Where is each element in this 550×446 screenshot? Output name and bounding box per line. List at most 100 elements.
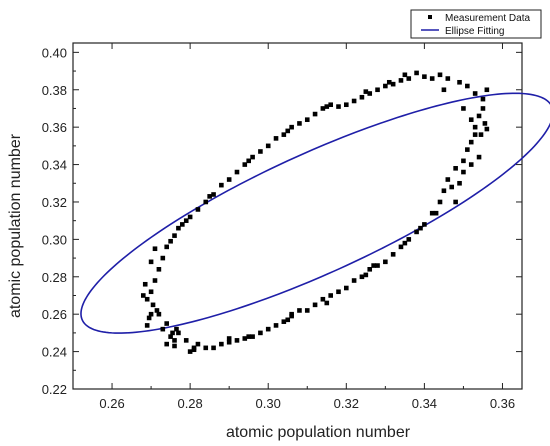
data-points-layer (140, 70, 490, 354)
data-point (174, 326, 179, 332)
data-point (273, 136, 279, 141)
data-point (154, 308, 160, 313)
y-tick-label: 0.28 (42, 270, 67, 285)
data-point (289, 311, 294, 317)
data-point (183, 338, 189, 343)
data-point (170, 330, 175, 336)
data-point (297, 308, 302, 313)
legend-marker-square (428, 15, 432, 19)
data-point (285, 128, 291, 134)
data-point (461, 169, 466, 175)
data-point (146, 315, 152, 321)
data-point (441, 87, 447, 93)
data-point (359, 94, 365, 100)
data-point (482, 121, 488, 126)
data-point (160, 255, 166, 261)
data-point (433, 210, 439, 216)
data-point (414, 70, 419, 76)
data-point (367, 267, 373, 272)
data-point (437, 72, 443, 78)
data-point (150, 302, 156, 308)
data-point (480, 106, 486, 111)
data-point (418, 225, 423, 231)
data-point (324, 300, 330, 306)
data-point (250, 154, 255, 160)
data-point (320, 106, 326, 111)
data-point (148, 259, 154, 265)
y-tick-label: 0.34 (42, 158, 67, 173)
data-point (476, 113, 482, 119)
data-point (484, 87, 490, 93)
data-point (429, 210, 435, 216)
data-point (156, 267, 162, 272)
data-point (140, 293, 146, 298)
data-point (156, 311, 162, 317)
data-point (203, 345, 209, 351)
data-point (457, 180, 462, 186)
x-axis-title: atomic population number (226, 424, 411, 441)
data-point (414, 229, 419, 235)
data-point (478, 132, 484, 137)
data-point (422, 222, 427, 227)
data-point (226, 177, 232, 182)
data-point (449, 184, 455, 190)
data-point (207, 194, 212, 199)
data-point (468, 117, 474, 122)
data-point (195, 207, 201, 212)
data-point (304, 117, 310, 122)
data-point (285, 317, 291, 323)
y-tick-label: 0.40 (42, 45, 67, 60)
data-point (187, 349, 193, 354)
data-point (148, 311, 154, 317)
data-point (180, 222, 185, 227)
data-point (351, 98, 357, 104)
data-point (457, 79, 462, 85)
data-point (168, 238, 173, 244)
data-point (172, 233, 177, 238)
data-point (281, 319, 287, 324)
data-point (265, 326, 271, 332)
data-point (148, 289, 154, 295)
data-point (281, 132, 287, 137)
data-point (441, 188, 447, 194)
data-point (398, 244, 404, 250)
data-point (324, 104, 330, 109)
data-point (367, 91, 373, 96)
data-point (176, 225, 181, 231)
data-point (289, 124, 294, 130)
data-point (258, 330, 263, 336)
data-point (152, 246, 158, 252)
y-tick-label: 0.32 (42, 195, 67, 210)
data-point (203, 199, 209, 205)
data-point (242, 336, 248, 341)
data-point (406, 76, 412, 81)
x-tick-label: 0.32 (334, 396, 359, 411)
data-point (480, 96, 486, 102)
data-point (187, 214, 193, 220)
y-tick-label: 0.30 (42, 232, 67, 247)
data-point (363, 89, 369, 94)
data-point (160, 326, 166, 332)
data-point (445, 76, 451, 81)
data-point (472, 124, 478, 130)
ellipse-fit-line (80, 92, 550, 334)
data-point (402, 72, 408, 78)
data-point (336, 289, 341, 295)
data-point (234, 338, 240, 343)
data-point (304, 308, 310, 313)
data-point (336, 104, 341, 109)
data-point (164, 244, 169, 250)
data-point (344, 102, 349, 108)
data-point (468, 139, 474, 145)
data-point (390, 252, 396, 257)
data-point (226, 339, 232, 345)
data-point (172, 343, 177, 349)
data-point (437, 199, 443, 205)
data-point (328, 293, 333, 298)
data-point (371, 263, 376, 268)
data-point (142, 281, 148, 287)
data-point (468, 162, 474, 167)
data-point (445, 177, 451, 182)
data-point (453, 166, 458, 171)
